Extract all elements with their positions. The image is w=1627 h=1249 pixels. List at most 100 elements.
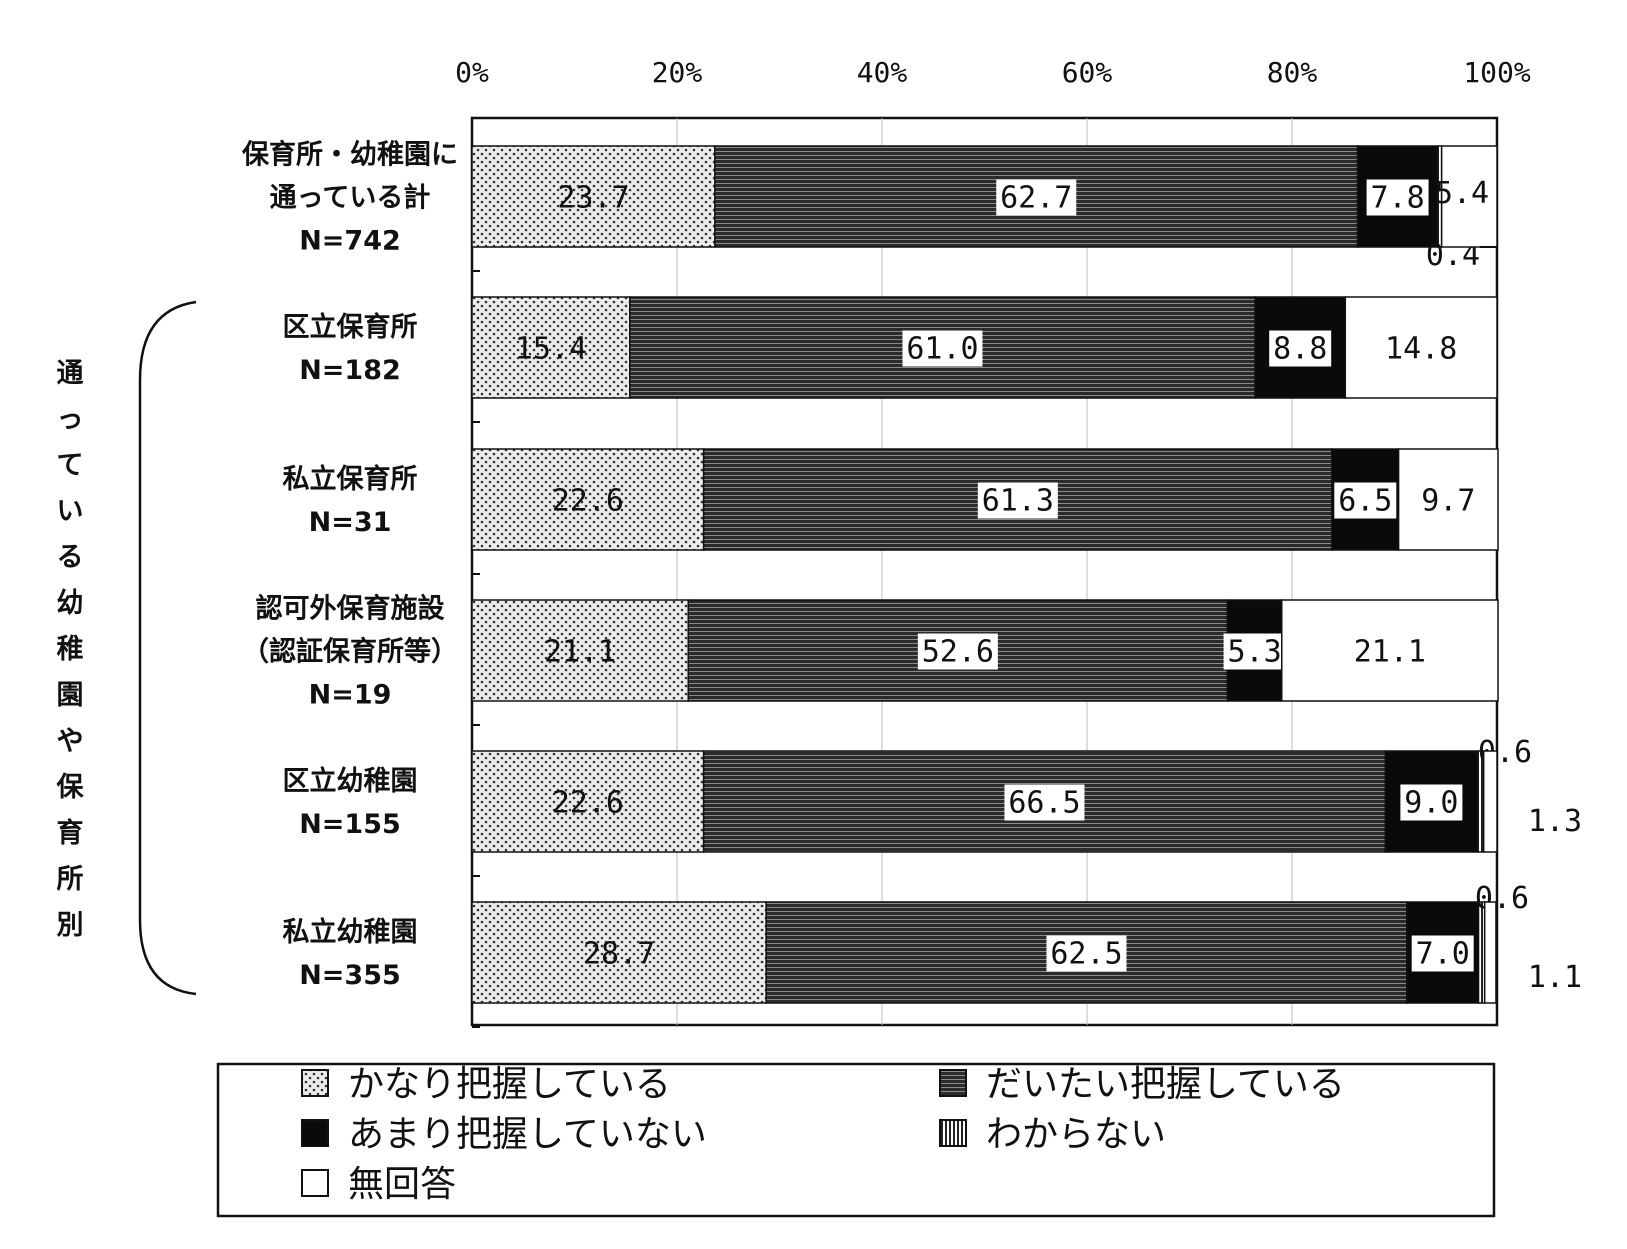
bar-segment (1281, 599, 1499, 702)
group-label-char: 所 (57, 864, 84, 895)
bars: 23.7 62.7 7.80.45.415.4 61.0 8.8 14.822.6 61.3… (471, 145, 1582, 1028)
outside-data-label: 1.1 (1528, 960, 1582, 995)
category-label: N=742 (299, 226, 401, 257)
bar-segment (1440, 145, 1498, 248)
data-label: 66.5 (1008, 786, 1080, 821)
data-label-background (1269, 330, 1332, 367)
data-label: 62.5 (1050, 937, 1122, 972)
bar-segment (1477, 901, 1486, 1004)
x-axis: 0% 20% 40% 60% 80% 100% (455, 56, 1531, 89)
category-label: （認証保育所等） (242, 636, 458, 668)
bar-segment (471, 599, 690, 702)
group-label-char: 保 (56, 772, 85, 803)
bar-segment (1483, 901, 1497, 1004)
group-label-char: 通 (57, 358, 84, 389)
bar-segment (471, 448, 705, 551)
data-label: 28.7 (583, 937, 655, 972)
plot-frame (470, 116, 1499, 1027)
legend-label: 無回答 (348, 1164, 456, 1205)
data-label: 9.7 (1421, 484, 1475, 519)
bar-segment (471, 296, 631, 399)
bar-segment (471, 901, 767, 1004)
legend-label: だいたい把握している (986, 1064, 1345, 1105)
bar-segment (1344, 296, 1498, 399)
outside-data-label: 1.3 (1528, 804, 1582, 839)
category-label: 通っている計 (270, 182, 431, 214)
legend-swatch (301, 1069, 329, 1097)
legend-label: あまり把握していない (348, 1114, 707, 1155)
outside-data-label: 5.4 (1435, 176, 1489, 211)
data-label: 9.0 (1404, 786, 1458, 821)
data-label: 7.0 (1416, 937, 1470, 972)
plot-area (470, 116, 1499, 1027)
legend-swatch (939, 1119, 967, 1147)
data-label-background (1046, 935, 1127, 972)
data-label-background (1004, 784, 1085, 821)
bar-segment (1482, 750, 1498, 853)
data-label-background (917, 633, 998, 670)
data-label-background (1334, 482, 1397, 519)
x-tick-label: 100% (1463, 56, 1531, 89)
group-label-char: 稚 (57, 634, 84, 665)
data-label: 23.7 (557, 181, 629, 216)
legend-label: かなり把握している (348, 1064, 671, 1105)
data-label: 5.3 (1227, 635, 1281, 670)
data-label: 52.6 (922, 635, 994, 670)
category-label: 保育所・幼稚園に (241, 139, 458, 171)
data-label-background (1400, 784, 1463, 821)
category-label: 私立保育所 (283, 463, 418, 495)
legend-box (216, 1062, 1496, 1218)
group-label-char: て (57, 450, 84, 481)
category-label: 区立幼稚園 (283, 765, 418, 797)
data-label: 21.1 (1354, 635, 1426, 670)
data-label: 22.6 (552, 484, 624, 519)
group-label-char: 幼 (57, 588, 84, 619)
data-label-background (1223, 633, 1286, 670)
data-label: 14.8 (1385, 332, 1457, 367)
category-label: N=355 (299, 960, 401, 991)
group-bracket-line (138, 300, 197, 996)
group-label-char: い (57, 496, 84, 527)
group-label-char: っ (57, 404, 84, 435)
group-label-char: 別 (57, 910, 84, 941)
bar-segment (471, 145, 716, 248)
legend-swatch (939, 1069, 967, 1097)
data-label-background (977, 482, 1058, 519)
data-label-background (996, 179, 1077, 216)
data-label-background (1411, 935, 1474, 972)
category-label: 区立保育所 (283, 311, 418, 343)
data-label: 22.6 (552, 786, 624, 821)
legend-swatch (301, 1119, 329, 1147)
category-label: N=155 (299, 809, 401, 840)
group-label-char: や (57, 726, 84, 757)
data-label: 7.8 (1370, 181, 1424, 216)
data-label-background (1366, 179, 1429, 216)
data-label: 61.0 (906, 332, 978, 367)
legend-label: わからない (986, 1114, 1166, 1155)
data-label: 21.1 (544, 635, 616, 670)
category-label: 私立幼稚園 (283, 916, 418, 948)
bar-segment (1397, 448, 1499, 551)
x-tick-label: 0% (455, 56, 489, 89)
x-tick-label: 60% (1062, 56, 1113, 89)
x-tick-label: 20% (652, 56, 703, 89)
data-label-background (902, 330, 983, 367)
data-label: 62.7 (1000, 181, 1072, 216)
data-label: 6.5 (1338, 484, 1392, 519)
bar-segment (471, 750, 705, 853)
x-tick-label: 80% (1267, 56, 1318, 89)
legend-swatch (301, 1169, 329, 1197)
data-label: 61.3 (982, 484, 1054, 519)
data-label: 15.4 (515, 332, 587, 367)
category-label: N=19 (309, 680, 392, 711)
outside-data-label: 0.6 (1475, 881, 1529, 916)
category-label: N=31 (309, 507, 392, 538)
group-label-char: 育 (57, 817, 84, 849)
group-label-char: る (57, 542, 84, 573)
data-label: 8.8 (1273, 332, 1327, 367)
category-label: N=182 (299, 355, 401, 386)
